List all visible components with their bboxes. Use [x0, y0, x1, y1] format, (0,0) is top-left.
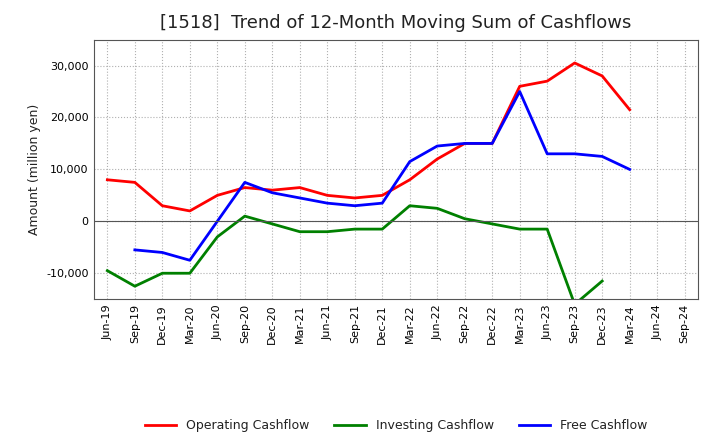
Investing Cashflow: [323, 229, 332, 235]
Free Cashflow: [378, 201, 387, 206]
Free Cashflow: [295, 195, 304, 201]
Free Cashflow: [268, 190, 276, 195]
Free Cashflow: [460, 141, 469, 146]
Investing Cashflow: [158, 271, 166, 276]
Investing Cashflow: [295, 229, 304, 235]
Free Cashflow: [433, 143, 441, 149]
Free Cashflow: [186, 258, 194, 263]
Free Cashflow: [543, 151, 552, 157]
Investing Cashflow: [488, 221, 497, 227]
Legend: Operating Cashflow, Investing Cashflow, Free Cashflow: Operating Cashflow, Investing Cashflow, …: [140, 414, 652, 437]
Operating Cashflow: [103, 177, 112, 183]
Operating Cashflow: [351, 195, 359, 201]
Line: Operating Cashflow: Operating Cashflow: [107, 63, 630, 211]
Investing Cashflow: [570, 302, 579, 307]
Operating Cashflow: [570, 60, 579, 66]
Free Cashflow: [488, 141, 497, 146]
Investing Cashflow: [186, 271, 194, 276]
Operating Cashflow: [158, 203, 166, 209]
Investing Cashflow: [543, 227, 552, 232]
Free Cashflow: [516, 89, 524, 94]
Investing Cashflow: [213, 234, 222, 239]
Operating Cashflow: [186, 208, 194, 213]
Free Cashflow: [323, 201, 332, 206]
Line: Investing Cashflow: Investing Cashflow: [107, 206, 602, 304]
Free Cashflow: [351, 203, 359, 209]
Operating Cashflow: [543, 78, 552, 84]
Investing Cashflow: [130, 284, 139, 289]
Investing Cashflow: [378, 227, 387, 232]
Investing Cashflow: [268, 221, 276, 227]
Operating Cashflow: [323, 193, 332, 198]
Operating Cashflow: [405, 177, 414, 183]
Free Cashflow: [405, 159, 414, 164]
Free Cashflow: [626, 167, 634, 172]
Investing Cashflow: [433, 205, 441, 211]
Operating Cashflow: [488, 141, 497, 146]
Investing Cashflow: [240, 213, 249, 219]
Line: Free Cashflow: Free Cashflow: [135, 92, 630, 260]
Operating Cashflow: [433, 156, 441, 161]
Operating Cashflow: [130, 180, 139, 185]
Operating Cashflow: [460, 141, 469, 146]
Operating Cashflow: [626, 107, 634, 112]
Operating Cashflow: [268, 187, 276, 193]
Operating Cashflow: [378, 193, 387, 198]
Investing Cashflow: [460, 216, 469, 221]
Operating Cashflow: [213, 193, 222, 198]
Free Cashflow: [130, 247, 139, 253]
Y-axis label: Amount (million yen): Amount (million yen): [27, 104, 41, 235]
Free Cashflow: [598, 154, 606, 159]
Investing Cashflow: [405, 203, 414, 209]
Operating Cashflow: [295, 185, 304, 190]
Operating Cashflow: [516, 84, 524, 89]
Free Cashflow: [158, 250, 166, 255]
Operating Cashflow: [598, 73, 606, 79]
Investing Cashflow: [351, 227, 359, 232]
Title: [1518]  Trend of 12-Month Moving Sum of Cashflows: [1518] Trend of 12-Month Moving Sum of C…: [161, 15, 631, 33]
Free Cashflow: [240, 180, 249, 185]
Investing Cashflow: [516, 227, 524, 232]
Investing Cashflow: [598, 279, 606, 284]
Free Cashflow: [570, 151, 579, 157]
Investing Cashflow: [103, 268, 112, 273]
Operating Cashflow: [240, 185, 249, 190]
